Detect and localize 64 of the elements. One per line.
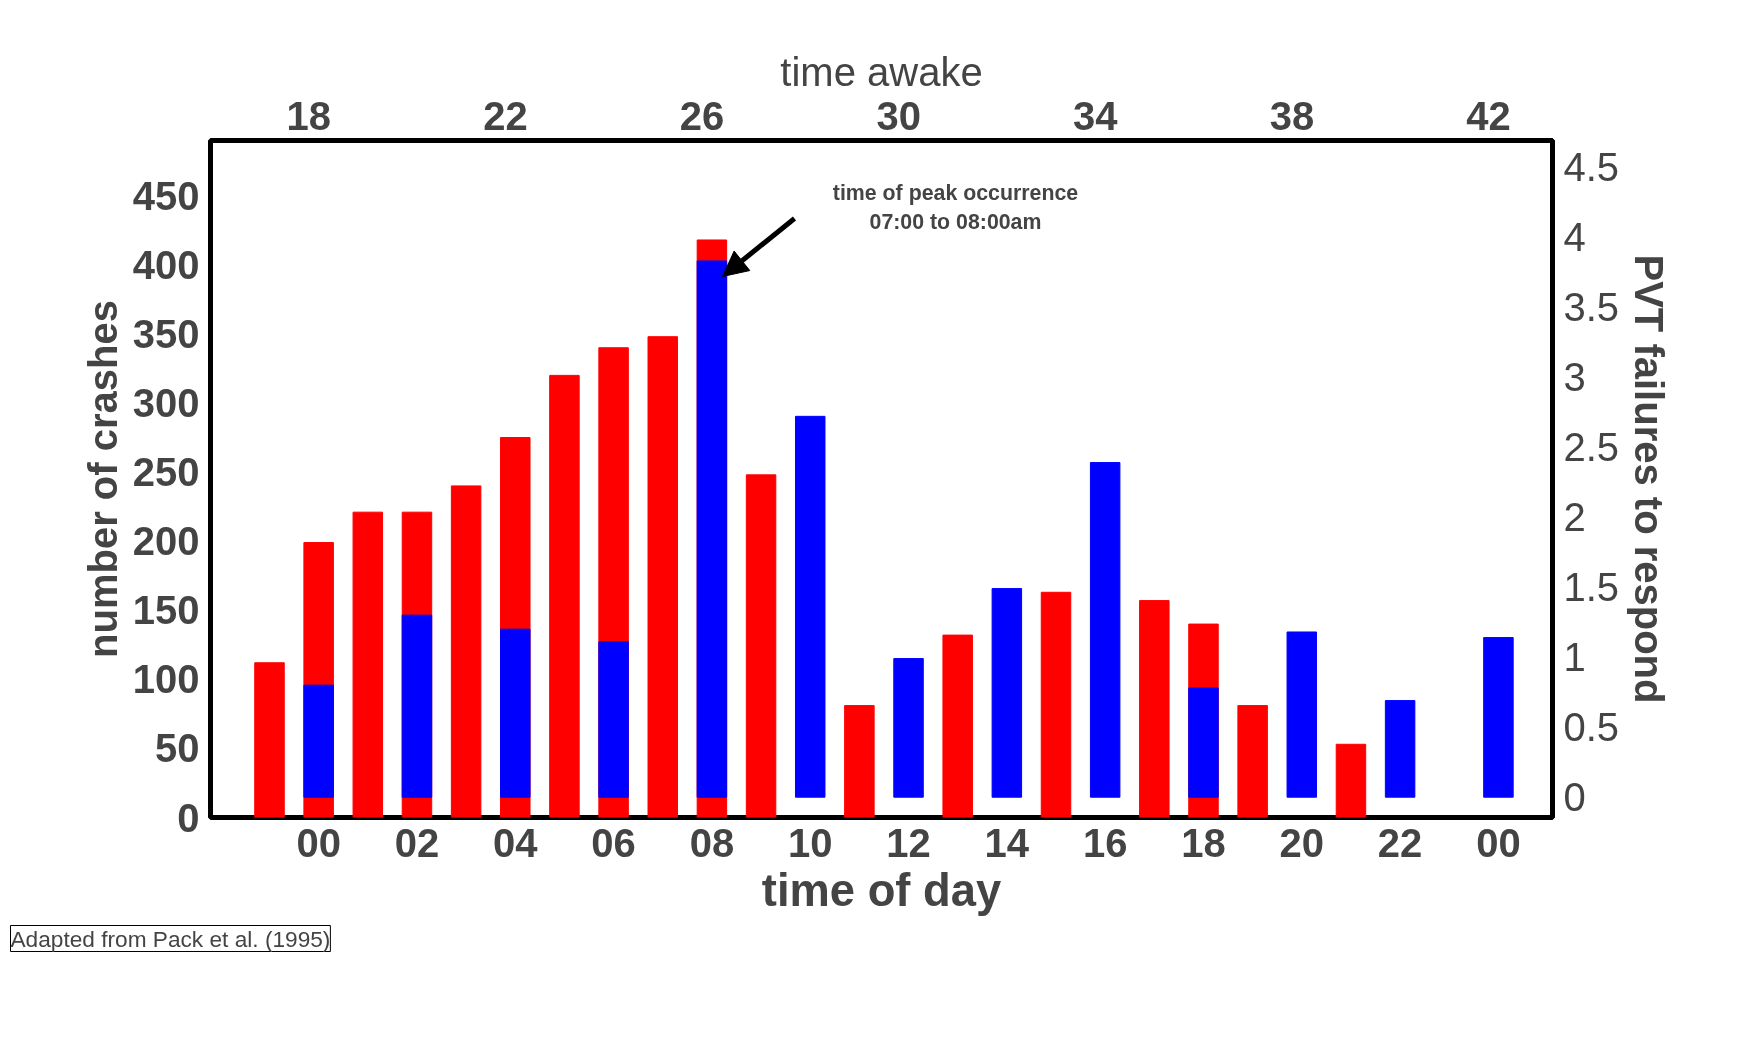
annotation: time of peak occurrence 07:00 to 08:00am [832,181,1079,234]
bar [1483,637,1514,798]
y2-tick-label: 1.5 [1563,565,1620,610]
bar [893,658,924,798]
x2-tick-label: 26 [679,93,725,138]
y2-tick-label: 4.5 [1563,145,1620,190]
y-tick-label: 0 [177,795,200,840]
x2-tick-label: 38 [1269,93,1315,138]
x-axis-title: time of day [761,864,1002,916]
bar [1139,600,1170,818]
x2-tick-label: 34 [1073,93,1119,138]
y2-tick-label: 2.5 [1563,425,1620,470]
y-tick-label: 150 [132,588,200,633]
x-tick-label: 08 [689,820,735,865]
y-tick-label: 300 [132,381,200,426]
y2-tick-label: 2 [1563,495,1586,540]
x-tick-label: 00 [1476,820,1521,865]
x2-tick-label: 42 [1466,93,1511,138]
y-tick-label: 200 [132,519,200,564]
y-tick-label: 100 [132,657,200,702]
bar [647,336,678,818]
bar [1089,462,1121,798]
x2-tick-label: 30 [876,93,921,138]
y2-tick-label: 4 [1563,215,1586,260]
bar [254,662,285,818]
y2-tick-label: 3 [1563,355,1586,400]
x-tick-label: 00 [296,820,341,865]
x-tick-label: 18 [1181,820,1226,865]
x-tick-label: 02 [394,820,440,865]
y2-tick-label: 0.5 [1563,705,1620,750]
x-tick-label: 04 [493,820,539,865]
bar [1237,705,1268,818]
x-tick-label: 22 [1377,820,1423,865]
x2-tick-label: 18 [286,93,332,138]
bar [1286,631,1318,798]
x-tick-label: 14 [984,820,1030,865]
bar [942,634,973,818]
y-tick-label: 450 [132,173,200,218]
x2-tick-label: 22 [483,93,528,138]
bar [1040,591,1072,818]
bar [549,374,580,818]
y2-tick-label: 1 [1563,635,1586,680]
y2-axis-title: PVT failures to respond [1627,254,1672,704]
x-tick-label: 16 [1082,820,1128,865]
y2-tick-label: 0 [1563,775,1586,820]
y-tick-label: 400 [132,242,200,287]
bar [844,705,875,818]
y-axis-title: number of crashes [80,300,125,658]
x-tick-label: 06 [591,820,636,865]
x-tick-label: 10 [787,820,833,865]
bar [1384,700,1416,798]
x-tick-label: 20 [1279,820,1325,865]
bar [794,415,826,798]
y-tick-label: 250 [132,450,200,495]
x2-axis-title: time awake [780,49,983,94]
y-tick-label: 50 [155,726,200,771]
y2-tick-label: 3.5 [1563,285,1620,330]
bar [991,588,1023,798]
bar [1335,743,1367,818]
bar [450,485,482,818]
x-tick-label: 12 [886,820,931,865]
y-tick-label: 350 [132,311,200,356]
bar [352,511,384,818]
bar [745,474,777,818]
